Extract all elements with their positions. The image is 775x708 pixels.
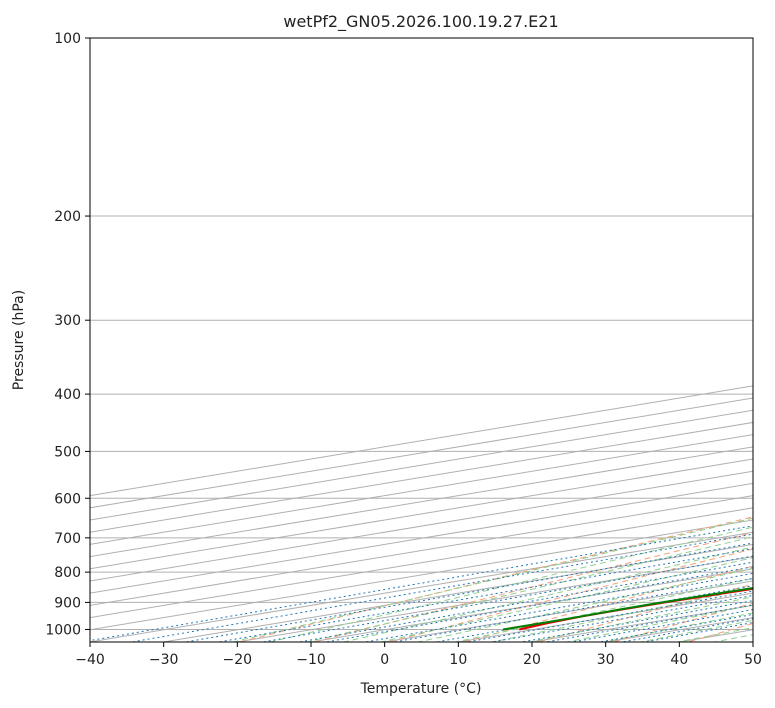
y-tick-label: 800	[54, 565, 81, 581]
x-tick-label: 20	[523, 652, 541, 668]
skewed-isotherm	[90, 458, 753, 570]
mixing-ratio-line	[90, 525, 753, 642]
background-lines	[90, 25, 775, 645]
moist-adiabat	[452, 577, 753, 642]
y-tick-label: 100	[54, 31, 81, 47]
plot-background	[90, 38, 753, 642]
x-tick-label: 40	[670, 652, 688, 668]
y-tick-label: 600	[54, 491, 81, 507]
chart-title: wetPf2_GN05.2026.100.19.27.E21	[283, 12, 558, 32]
skewed-isotherm	[90, 434, 753, 545]
mixing-ratio-line	[391, 577, 753, 642]
skewed-isotherm	[90, 495, 753, 606]
y-tick-label: 500	[54, 444, 81, 460]
moist-adiabat	[526, 596, 753, 642]
mixing-ratio-line	[129, 533, 753, 642]
dry-adiabat	[462, 565, 753, 642]
skewed-isotherm	[90, 446, 753, 558]
mixing-ratio-line	[296, 561, 753, 642]
x-tick-label: 50	[744, 652, 762, 668]
y-tick-label: 1000	[45, 622, 81, 638]
y-tick-label: 900	[54, 595, 81, 611]
moist-adiabat	[267, 526, 753, 642]
dry-adiabat	[312, 532, 753, 642]
x-tick-label: 10	[449, 652, 467, 668]
x-tick-label: −10	[296, 652, 326, 668]
y-tick-label: 300	[54, 313, 81, 329]
moist-adiabat	[304, 536, 753, 642]
moist-adiabat	[378, 557, 753, 642]
x-tick-label: −40	[75, 652, 105, 668]
skewed-isotherm	[90, 519, 753, 631]
skewed-isotherm	[90, 482, 753, 594]
mixing-ratio-line	[259, 555, 753, 642]
y-axis-title: Pressure (hPa)	[11, 290, 27, 390]
dry-adiabat	[755, 25, 775, 645]
y-tick-label: 200	[54, 209, 81, 225]
x-tick-label: −30	[149, 652, 179, 668]
skewed-isotherm	[90, 531, 753, 642]
y-tick-label: 400	[54, 387, 81, 403]
dry-adiabat	[536, 583, 753, 642]
mixing-ratio-line	[362, 572, 753, 642]
moist-adiabat	[230, 517, 753, 642]
mixing-ratio-line	[323, 566, 753, 642]
skewed-isotherm	[90, 470, 753, 582]
x-tick-label: −20	[223, 652, 253, 668]
x-tick-label: 30	[597, 652, 615, 668]
x-tick-label: 0	[380, 652, 389, 668]
axes: −40 −30 −20 −10 0 10 20 30 40 50 100 200 300 400 500 60…	[45, 31, 762, 668]
plot-frame	[89, 37, 754, 643]
y-tick-label: 700	[54, 531, 81, 547]
x-axis-title: Temperature (°C)	[360, 681, 482, 697]
skewed-isotherm	[90, 507, 753, 619]
